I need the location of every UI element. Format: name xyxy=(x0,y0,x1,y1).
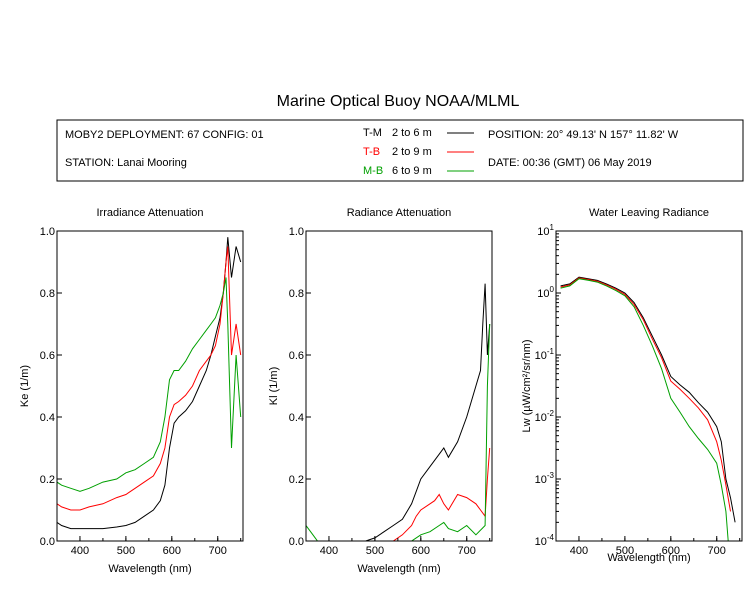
y-tick-label: 10-3 xyxy=(535,471,555,486)
legend-item-m-b: M-B 6 to 9 m xyxy=(363,165,474,177)
y-tick-label: 100 xyxy=(537,285,554,300)
series-line-m-b xyxy=(560,278,729,541)
series-line-t-b xyxy=(57,246,242,511)
x-tick-label: 700 xyxy=(209,545,227,557)
x-tick-label: 600 xyxy=(163,545,181,557)
x-tick-label: 600 xyxy=(412,545,430,557)
x-tick-label: 500 xyxy=(616,545,634,557)
chart-panels: Irradiance Attenuation 400 500 600 700 0.0 0.2… xyxy=(19,207,743,575)
y-tick-label: 1.0 xyxy=(40,226,55,238)
y-tick-label: 0.8 xyxy=(289,288,304,300)
x-tick-label: 500 xyxy=(366,545,384,557)
chart-title: Water Leaving Radiance xyxy=(589,207,709,219)
y-tick-label: 0.0 xyxy=(40,536,55,548)
station-text: STATION: Lanai Mooring xyxy=(65,157,187,169)
y-tick-label: 0.6 xyxy=(40,350,55,362)
series-line-t-b xyxy=(560,277,731,512)
y-tick-label: 0.2 xyxy=(40,474,55,486)
plot-frame xyxy=(56,230,244,542)
y-tick-label: 101 xyxy=(537,223,554,238)
legend-item-t-b: T-B 2 to 9 m xyxy=(363,146,474,158)
x-axis-label: Wavelength (nm) xyxy=(357,563,440,575)
date-text: DATE: 00:36 (GMT) 06 May 2019 xyxy=(488,157,652,169)
legend-range: 2 to 9 m xyxy=(392,146,432,158)
info-box-border xyxy=(56,119,744,182)
info-box: MOBY2 DEPLOYMENT: 67 CONFIG: 01 STATION:… xyxy=(56,119,744,182)
series-group xyxy=(57,237,242,530)
y-tick-label: 0.2 xyxy=(289,474,304,486)
x-tick-label: 700 xyxy=(708,545,726,557)
y-tick-label: 0.4 xyxy=(289,412,304,424)
x-tick-label: 500 xyxy=(117,545,135,557)
chart-panel-2: Radiance Attenuation 400 500 600 700 0.0 0.2 0.… xyxy=(268,207,493,575)
legend-code: T-M xyxy=(363,127,382,139)
plot-frame xyxy=(305,230,493,542)
y-tick-label: 0.0 xyxy=(289,536,304,548)
x-axis-label: Wavelength (nm) xyxy=(108,563,191,575)
y-axis-label: Ke (1/m) xyxy=(19,365,31,407)
series-line-m-b xyxy=(306,323,491,541)
legend-range: 2 to 6 m xyxy=(392,127,432,139)
x-tick-label: 400 xyxy=(71,545,89,557)
deployment-text: MOBY2 DEPLOYMENT: 67 CONFIG: 01 xyxy=(65,129,264,141)
legend-item-t-m: T-M 2 to 6 m xyxy=(363,127,474,139)
series-group xyxy=(560,276,736,541)
series-group xyxy=(306,283,491,541)
y-tick-label: 0.4 xyxy=(40,412,55,424)
x-tick-label: 400 xyxy=(320,545,338,557)
x-tick-label: 700 xyxy=(458,545,476,557)
series-line-t-b xyxy=(393,447,491,541)
y-tick-label: 0.6 xyxy=(289,350,304,362)
y-tick-label: 0.8 xyxy=(40,288,55,300)
legend: T-M 2 to 6 m T-B 2 to 9 m M-B 6 to 9 m xyxy=(363,127,474,177)
y-axis-label: Lw (µW/cm²/sr/nm) xyxy=(521,339,533,432)
series-line-t-m xyxy=(57,237,242,530)
chart-title: Radiance Attenuation xyxy=(347,207,452,219)
chart-panel-3: Water Leaving Radiance 400 500 600 700 101 100… xyxy=(521,207,743,564)
plot-frame xyxy=(555,230,743,542)
y-tick-label: 10-2 xyxy=(535,409,555,424)
series-line-t-m xyxy=(365,283,491,541)
series-line-t-m xyxy=(560,276,736,523)
legend-code: M-B xyxy=(363,165,383,177)
legend-range: 6 to 9 m xyxy=(392,165,432,177)
y-tick-label: 1.0 xyxy=(289,226,304,238)
y-tick-label: 10-4 xyxy=(535,533,555,548)
x-tick-label: 400 xyxy=(570,545,588,557)
y-axis-label: Kl (1/m) xyxy=(268,367,280,406)
figure-title: Marine Optical Buoy NOAA/MLML xyxy=(277,93,520,110)
chart-panel-1: Irradiance Attenuation 400 500 600 700 0.0 0.2… xyxy=(19,207,244,575)
x-tick-label: 600 xyxy=(662,545,680,557)
position-text: POSITION: 20° 49.13' N 157° 11.82' W xyxy=(488,129,679,141)
chart-title: Irradiance Attenuation xyxy=(96,207,203,219)
x-axis-label: Wavelength (nm) xyxy=(607,552,690,564)
legend-code: T-B xyxy=(363,146,380,158)
y-tick-label: 10-1 xyxy=(535,347,555,362)
series-line-m-b xyxy=(57,277,242,492)
